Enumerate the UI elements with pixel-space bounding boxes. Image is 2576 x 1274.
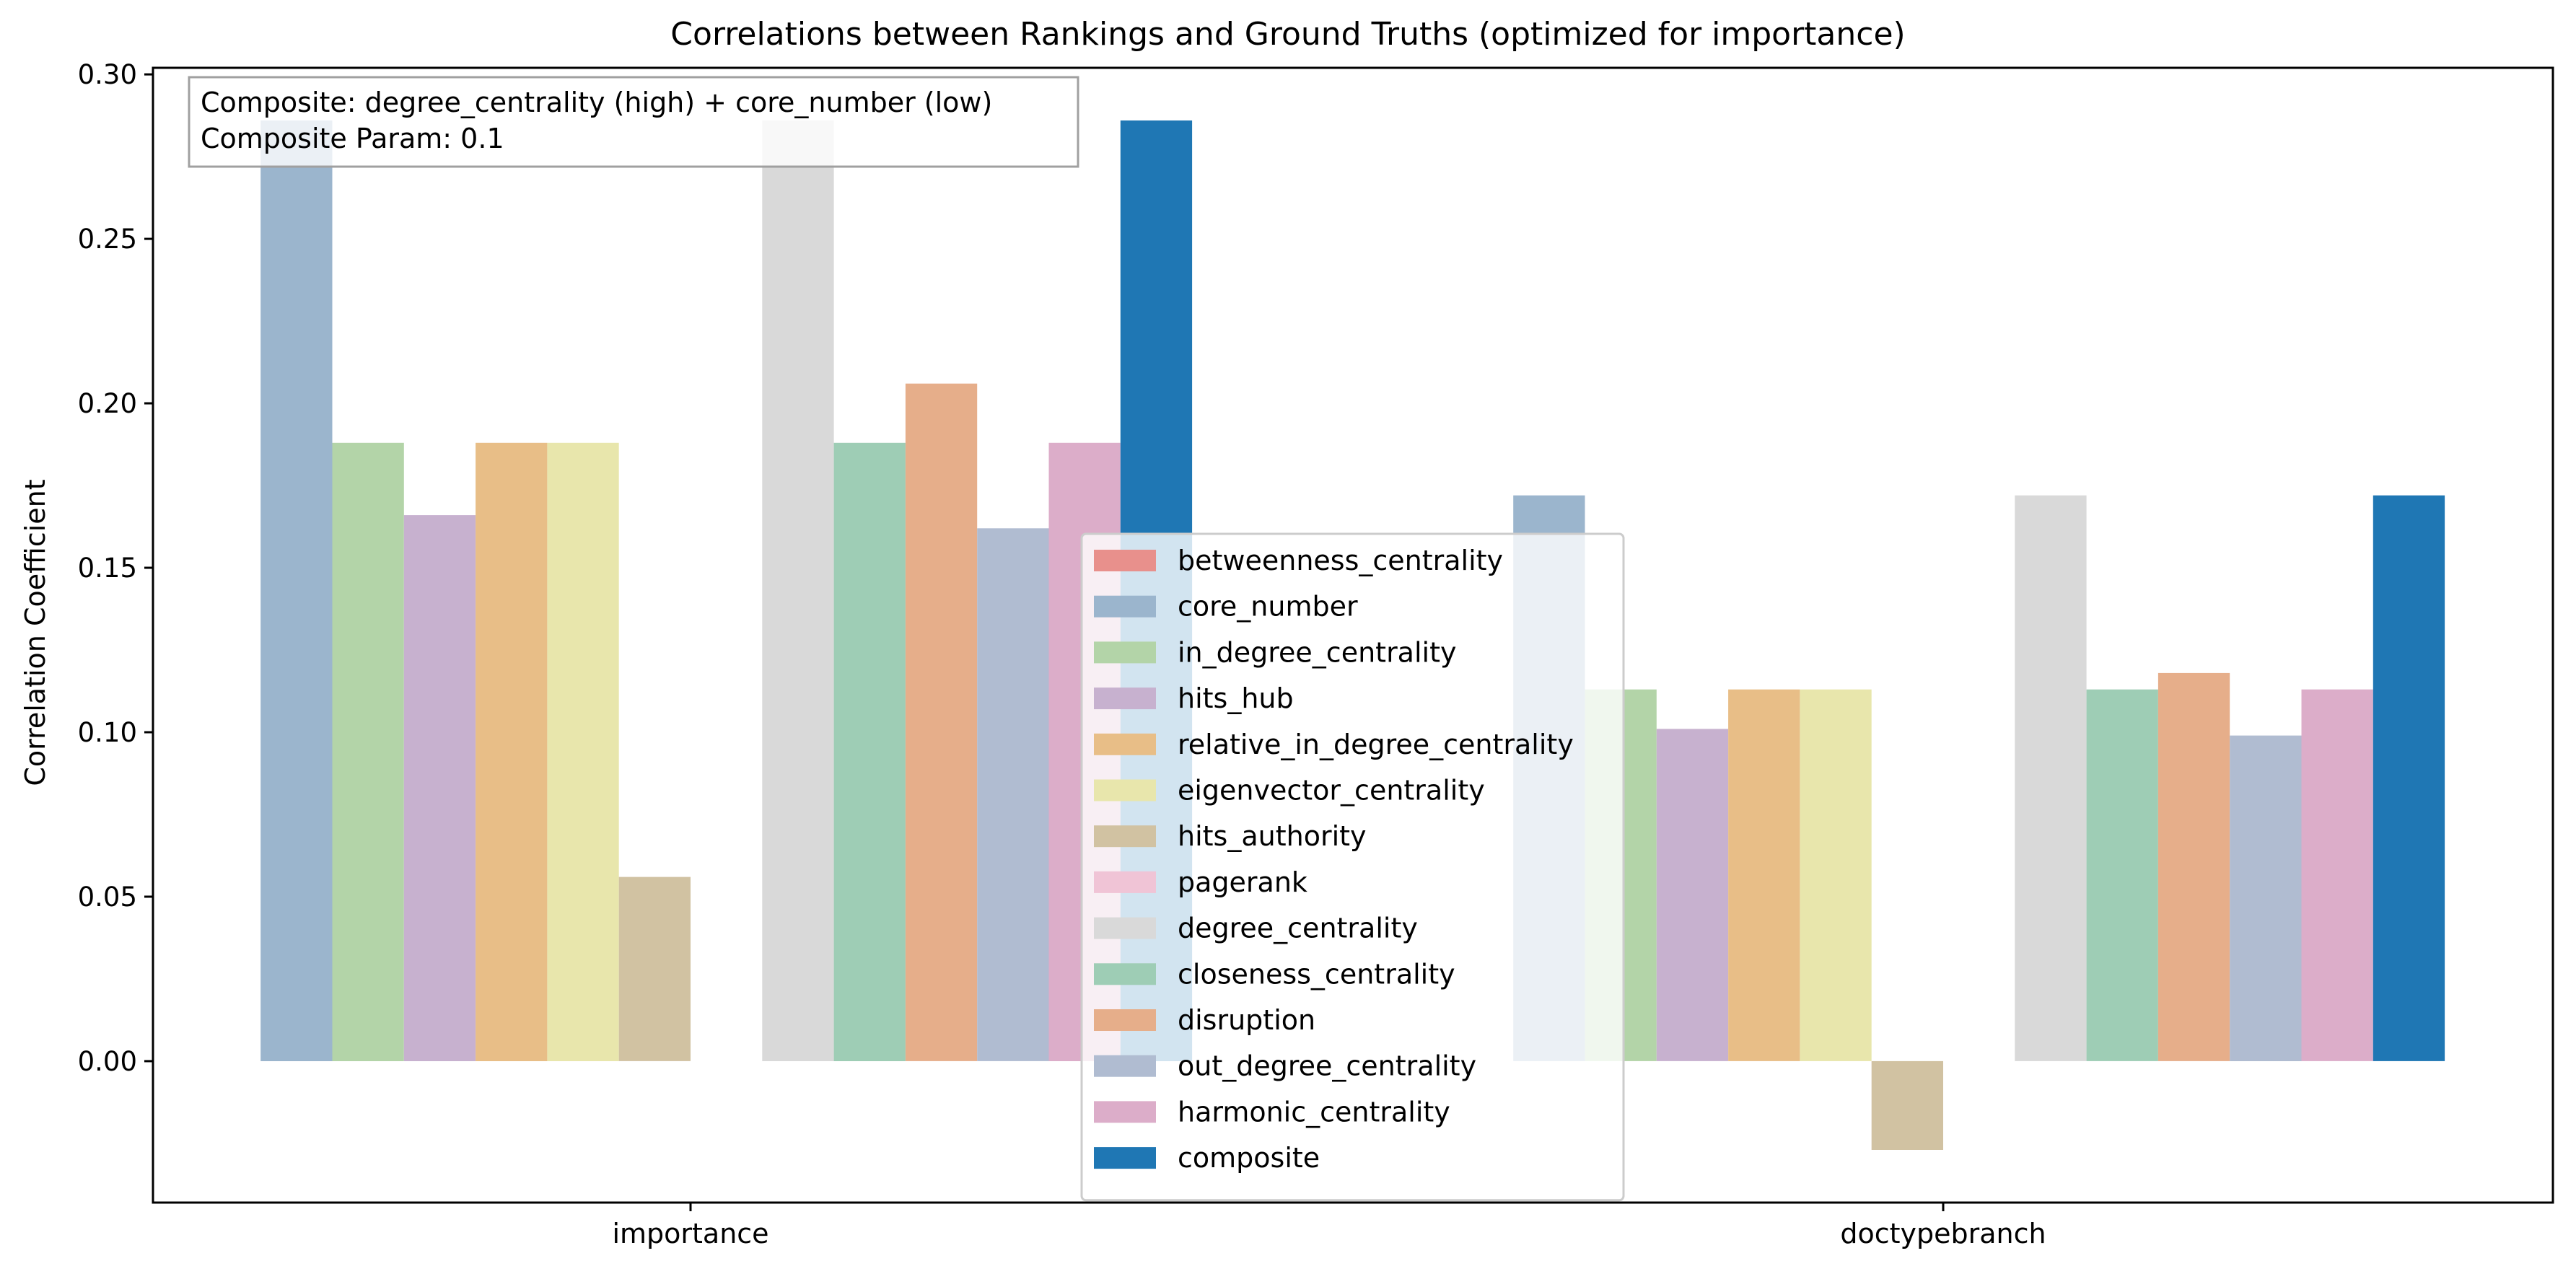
y-tick-label: 0.10 [78, 717, 137, 748]
chart-title: Correlations between Rankings and Ground… [670, 16, 1905, 53]
legend-label-betweenness-centrality: betweenness_centrality [1178, 545, 1503, 576]
legend-swatch-pagerank [1094, 871, 1156, 893]
legend-swatch-degree-centrality [1094, 917, 1156, 939]
legend-label-disruption: disruption [1178, 1004, 1315, 1036]
bar-out-degree-centrality-doctypebranch [2230, 735, 2302, 1061]
bar-core-number-importance [260, 120, 333, 1061]
bar-degree-centrality-doctypebranch [2015, 495, 2087, 1061]
bar-degree-centrality-importance [762, 120, 834, 1061]
legend-swatch-disruption [1094, 1009, 1156, 1031]
legend-label-pagerank: pagerank [1178, 866, 1307, 898]
annotation-box: Composite: degree_centrality (high) + co… [188, 76, 1079, 168]
y-tick-label: 0.20 [78, 388, 137, 419]
legend-label-eigenvector-centrality: eigenvector_centrality [1178, 775, 1485, 807]
bar-eigenvector-centrality-doctypebranch [1800, 689, 1872, 1061]
x-tick-label-importance: importance [612, 1218, 768, 1249]
bar-in-degree-centrality-importance [332, 442, 404, 1061]
legend-swatch-core-number [1094, 595, 1156, 618]
bar-eigenvector-centrality-importance [547, 442, 619, 1061]
bar-harmonic-centrality-doctypebranch [2301, 689, 2373, 1061]
legend-label-in-degree-centrality: in_degree_centrality [1178, 636, 1456, 668]
bar-disruption-importance [905, 383, 978, 1061]
legend-swatch-composite [1094, 1147, 1156, 1169]
bar-disruption-doctypebranch [2157, 672, 2230, 1061]
legend-label-harmonic-centrality: harmonic_centrality [1178, 1096, 1450, 1128]
x-tick-label-doctypebranch: doctypebranch [1840, 1218, 2046, 1249]
bar-relative-in-degree-centrality-doctypebranch [1728, 689, 1800, 1061]
legend-label-relative-in-degree-centrality: relative_in_degree_centrality [1178, 729, 1574, 760]
y-tick-label: 0.30 [78, 59, 137, 90]
bar-closeness-centrality-importance [833, 442, 906, 1061]
bar-composite-doctypebranch [2373, 495, 2445, 1061]
bar-out-degree-centrality-importance [977, 528, 1049, 1061]
legend-label-hits-hub: hits_hub [1178, 682, 1294, 714]
annotation-line-1: Composite: degree_centrality (high) + co… [201, 87, 992, 118]
y-tick-label: 0.25 [78, 224, 137, 255]
legend-swatch-harmonic-centrality [1094, 1101, 1156, 1123]
legend-swatch-hits-authority [1094, 825, 1156, 848]
legend-label-composite: composite [1178, 1142, 1320, 1174]
bar-hits-authority-importance [618, 877, 691, 1061]
legend-label-degree-centrality: degree_centrality [1178, 913, 1418, 944]
y-tick-label: 0.15 [78, 553, 137, 584]
legend-label-hits-authority: hits_authority [1178, 820, 1367, 852]
y-tick-label: 0.00 [78, 1046, 137, 1077]
legend-frame [1080, 532, 1625, 1202]
legend-swatch-eigenvector-centrality [1094, 779, 1156, 801]
bar-closeness-centrality-doctypebranch [2086, 689, 2158, 1061]
plot-frame [152, 66, 2554, 1204]
annotation-line-2: Composite Param: 0.1 [201, 123, 504, 154]
legend-swatch-betweenness-centrality [1094, 550, 1156, 571]
legend-swatch-closeness-centrality [1094, 963, 1156, 985]
legend-swatch-out-degree-centrality [1094, 1055, 1156, 1077]
annotation-frame [188, 76, 1079, 168]
legend-swatch-hits-hub [1094, 687, 1156, 710]
legend-swatch-relative-in-degree-centrality [1094, 733, 1156, 755]
bar-relative-in-degree-centrality-importance [476, 442, 548, 1061]
bar-hits-hub-doctypebranch [1656, 729, 1729, 1061]
y-axis-label: Correlation Coefficient [19, 479, 51, 786]
legend-label-closeness-centrality: closeness_centrality [1178, 958, 1455, 990]
y-tick-label: 0.05 [78, 882, 137, 913]
axes-layer: 0.00 0.05 0.10 0.15 0.20 0.25 0.30 importance do… [78, 59, 2046, 1249]
bar-hits-authority-doctypebranch [1871, 1060, 1943, 1150]
legend-label-out-degree-centrality: out_degree_centrality [1178, 1050, 1476, 1082]
legend: betweenness_centrality core_number in_degr… [1080, 532, 1625, 1202]
legend-label-core-number: core_number [1178, 591, 1358, 623]
bar-hits-hub-importance [403, 515, 476, 1061]
legend-swatch-in-degree-centrality [1094, 641, 1156, 664]
